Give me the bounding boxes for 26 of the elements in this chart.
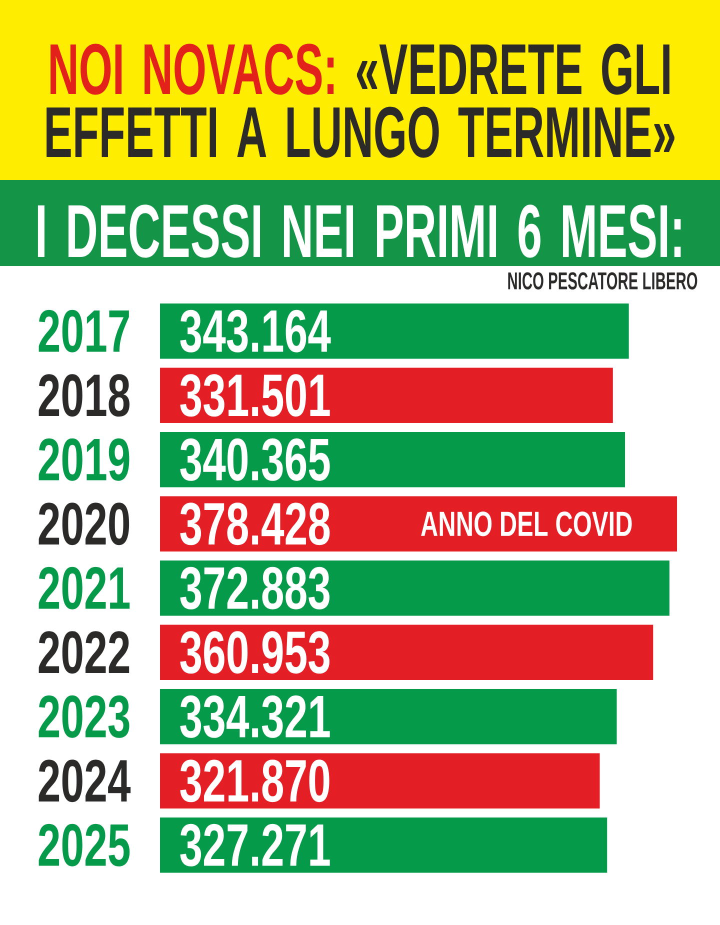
bar (160, 304, 629, 359)
data-label: 327.271 (180, 824, 330, 866)
y-tick-label: 2022 (38, 631, 130, 674)
y-tick-label: 2019 (38, 438, 130, 481)
y-tick-label: 2020 (38, 502, 130, 546)
data-label: 360.953 (180, 631, 330, 674)
data-label: 378.428 (180, 502, 330, 546)
chart-title: NOI NOVACS: «VEDRETE GLI EFFETTI A LUNGO TERMINE» (46, 44, 674, 158)
chart-subtitle: I DECESSI NEI PRIMI 6 MESI: (38, 204, 681, 258)
y-tick-label: 2025 (38, 824, 130, 866)
y-tick-label: 2018 (38, 374, 130, 417)
data-label: 321.870 (180, 760, 330, 802)
y-tick-label: 2017 (38, 310, 129, 352)
data-label: 372.883 (180, 566, 330, 610)
annotation: ANNO DEL COVID (421, 511, 632, 536)
bar (160, 818, 608, 873)
data-label: 343.164 (180, 310, 331, 352)
y-tick-label: 2021 (38, 566, 130, 610)
bar (160, 560, 670, 616)
data-label: 340.365 (180, 438, 330, 481)
bar (160, 689, 617, 744)
y-tick-label: 2023 (38, 695, 130, 738)
y-tick-label: 2024 (38, 760, 131, 802)
text: NICO PESCATORE LIBERO (508, 272, 698, 290)
data-label: 331.501 (180, 374, 330, 417)
data-label: 334.321 (180, 695, 330, 738)
